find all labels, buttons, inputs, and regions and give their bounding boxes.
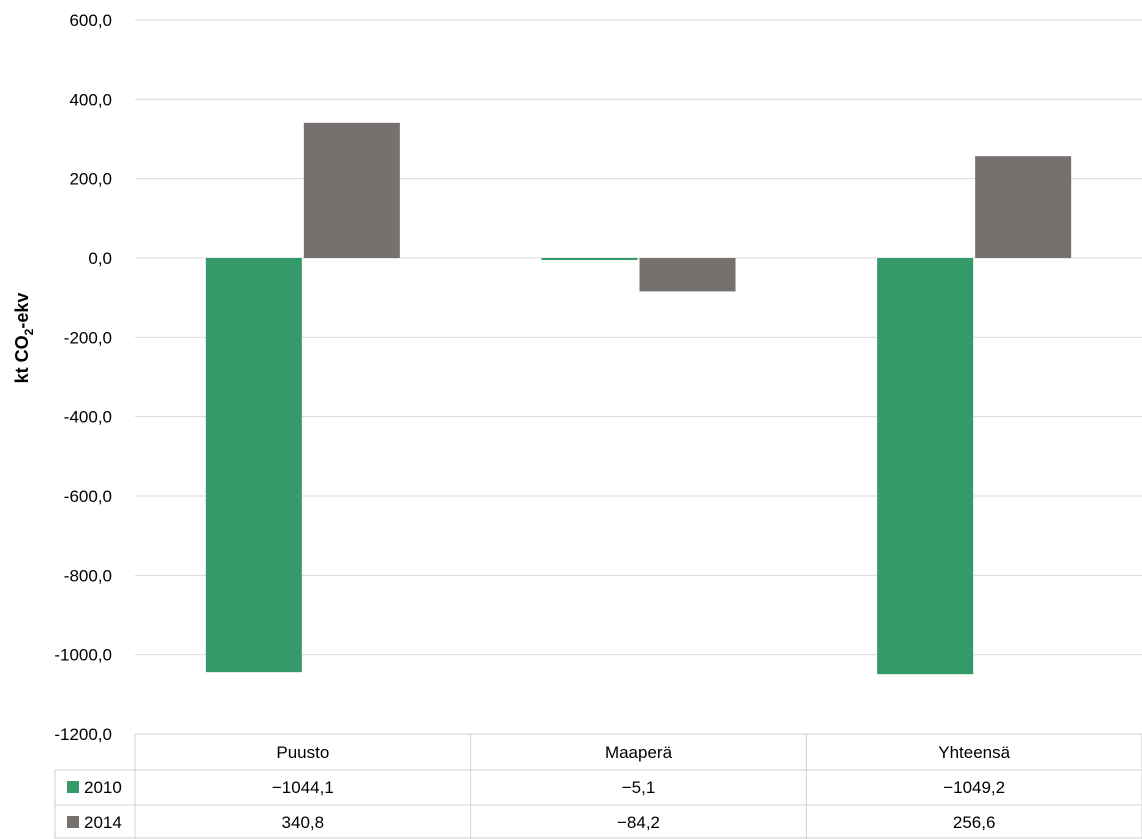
data-label: 256,6 bbox=[953, 813, 996, 832]
bar-2014-Puusto bbox=[303, 122, 400, 258]
category-label: Yhteensä bbox=[938, 743, 1010, 762]
bar-2010-Puusto bbox=[205, 258, 302, 673]
gridlines bbox=[135, 19, 1142, 656]
data-label: −5,1 bbox=[622, 778, 656, 797]
y-tick-label: -600,0 bbox=[64, 487, 112, 506]
data-label: −84,2 bbox=[617, 813, 660, 832]
y-tick-label: -800,0 bbox=[64, 566, 112, 585]
y-axis-label-main: kt CO bbox=[12, 335, 32, 383]
y-tick-label: 0,0 bbox=[88, 249, 112, 268]
bar-2014-Yhteensä bbox=[975, 156, 1072, 258]
legend-swatch-2014 bbox=[67, 816, 79, 828]
y-axis-label-tail: -ekv bbox=[12, 293, 32, 329]
y-tick-label: 400,0 bbox=[69, 90, 112, 109]
y-tick-label: 600,0 bbox=[69, 11, 112, 30]
y-axis-label-sub: 2 bbox=[22, 328, 36, 335]
legend-label-2010: 2010 bbox=[84, 778, 122, 797]
legend-swatch-2010 bbox=[67, 781, 79, 793]
data-table: Puusto Maaperä Yhteensä 2010 −1044,1 −5,1 −104… bbox=[54, 733, 1142, 839]
bars bbox=[205, 122, 1072, 675]
data-label: −1049,2 bbox=[943, 778, 1005, 797]
category-label: Puusto bbox=[276, 743, 329, 762]
data-label: 340,8 bbox=[282, 813, 325, 832]
y-axis-label: kt CO2-ekv bbox=[12, 293, 36, 384]
y-tick-label: 200,0 bbox=[69, 170, 112, 189]
data-label: −1044,1 bbox=[272, 778, 334, 797]
legend-label-2014: 2014 bbox=[84, 813, 122, 832]
bar-2010-Yhteensä bbox=[877, 258, 974, 675]
y-tick-label: -400,0 bbox=[64, 408, 112, 427]
y-tick-label: -200,0 bbox=[64, 328, 112, 347]
y-tick-labels: 600,0 400,0 200,0 0,0 -200,0 -400,0 -600,0 -800… bbox=[54, 11, 112, 744]
bar-2010-Maaperä bbox=[541, 258, 638, 261]
y-tick-label: -1200,0 bbox=[54, 725, 112, 744]
y-tick-label: -1000,0 bbox=[54, 646, 112, 665]
category-label: Maaperä bbox=[605, 743, 673, 762]
bar-2014-Maaperä bbox=[639, 258, 736, 292]
